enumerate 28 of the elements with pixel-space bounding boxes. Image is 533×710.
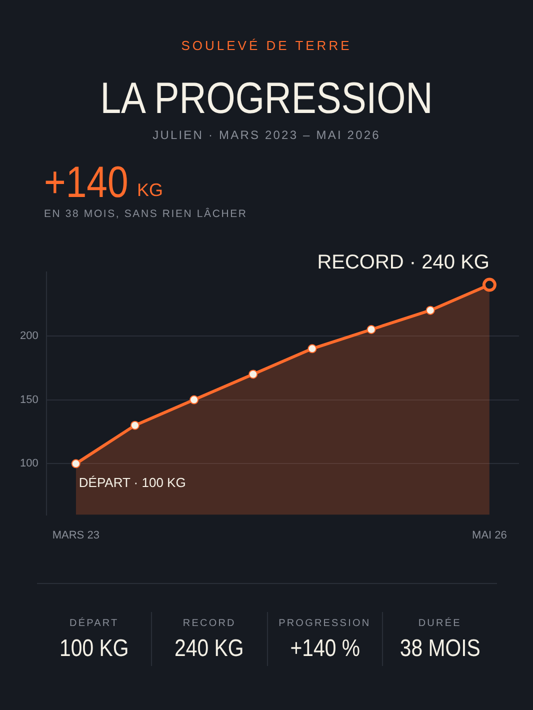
text: RECORD: [182, 618, 237, 629]
text: +140: [44, 158, 128, 208]
text: DÉPART: [68, 618, 120, 629]
chart-subtitle: JULIEN · MARS 2023 – MAI 2026: [152, 128, 382, 142]
point: [71, 459, 80, 468]
text: SOULEVÉ DE TERRE: [180, 38, 353, 53]
text: KG: [137, 180, 164, 201]
text: EN 38 MOIS, SANS RIEN LÂCHER: [44, 208, 248, 220]
text: 240 KG: [174, 635, 245, 663]
point: [248, 370, 258, 379]
point: [308, 344, 317, 354]
x-tick-label: MARS 23: [52, 529, 100, 542]
text: DURÉE: [417, 618, 462, 629]
annotation: DÉPART · 100 KG: [78, 474, 186, 490]
y-tick-label: 200: [20, 330, 38, 342]
text: PROGRESSION: [278, 618, 372, 629]
chart-title: LA PROGRESSION: [99, 74, 434, 124]
point: [426, 306, 435, 315]
point: [190, 395, 199, 404]
y-tick-label: 150: [20, 394, 38, 406]
y-tick-label: 100: [20, 458, 38, 470]
text: +140 %: [288, 635, 360, 663]
point: [130, 420, 140, 430]
point: [366, 325, 376, 334]
x-tick-label: MAI 26: [472, 529, 507, 542]
annotation: RECORD · 240 KG: [317, 251, 490, 274]
text: 100 KG: [58, 635, 130, 663]
text: 38 MOIS: [398, 635, 482, 663]
